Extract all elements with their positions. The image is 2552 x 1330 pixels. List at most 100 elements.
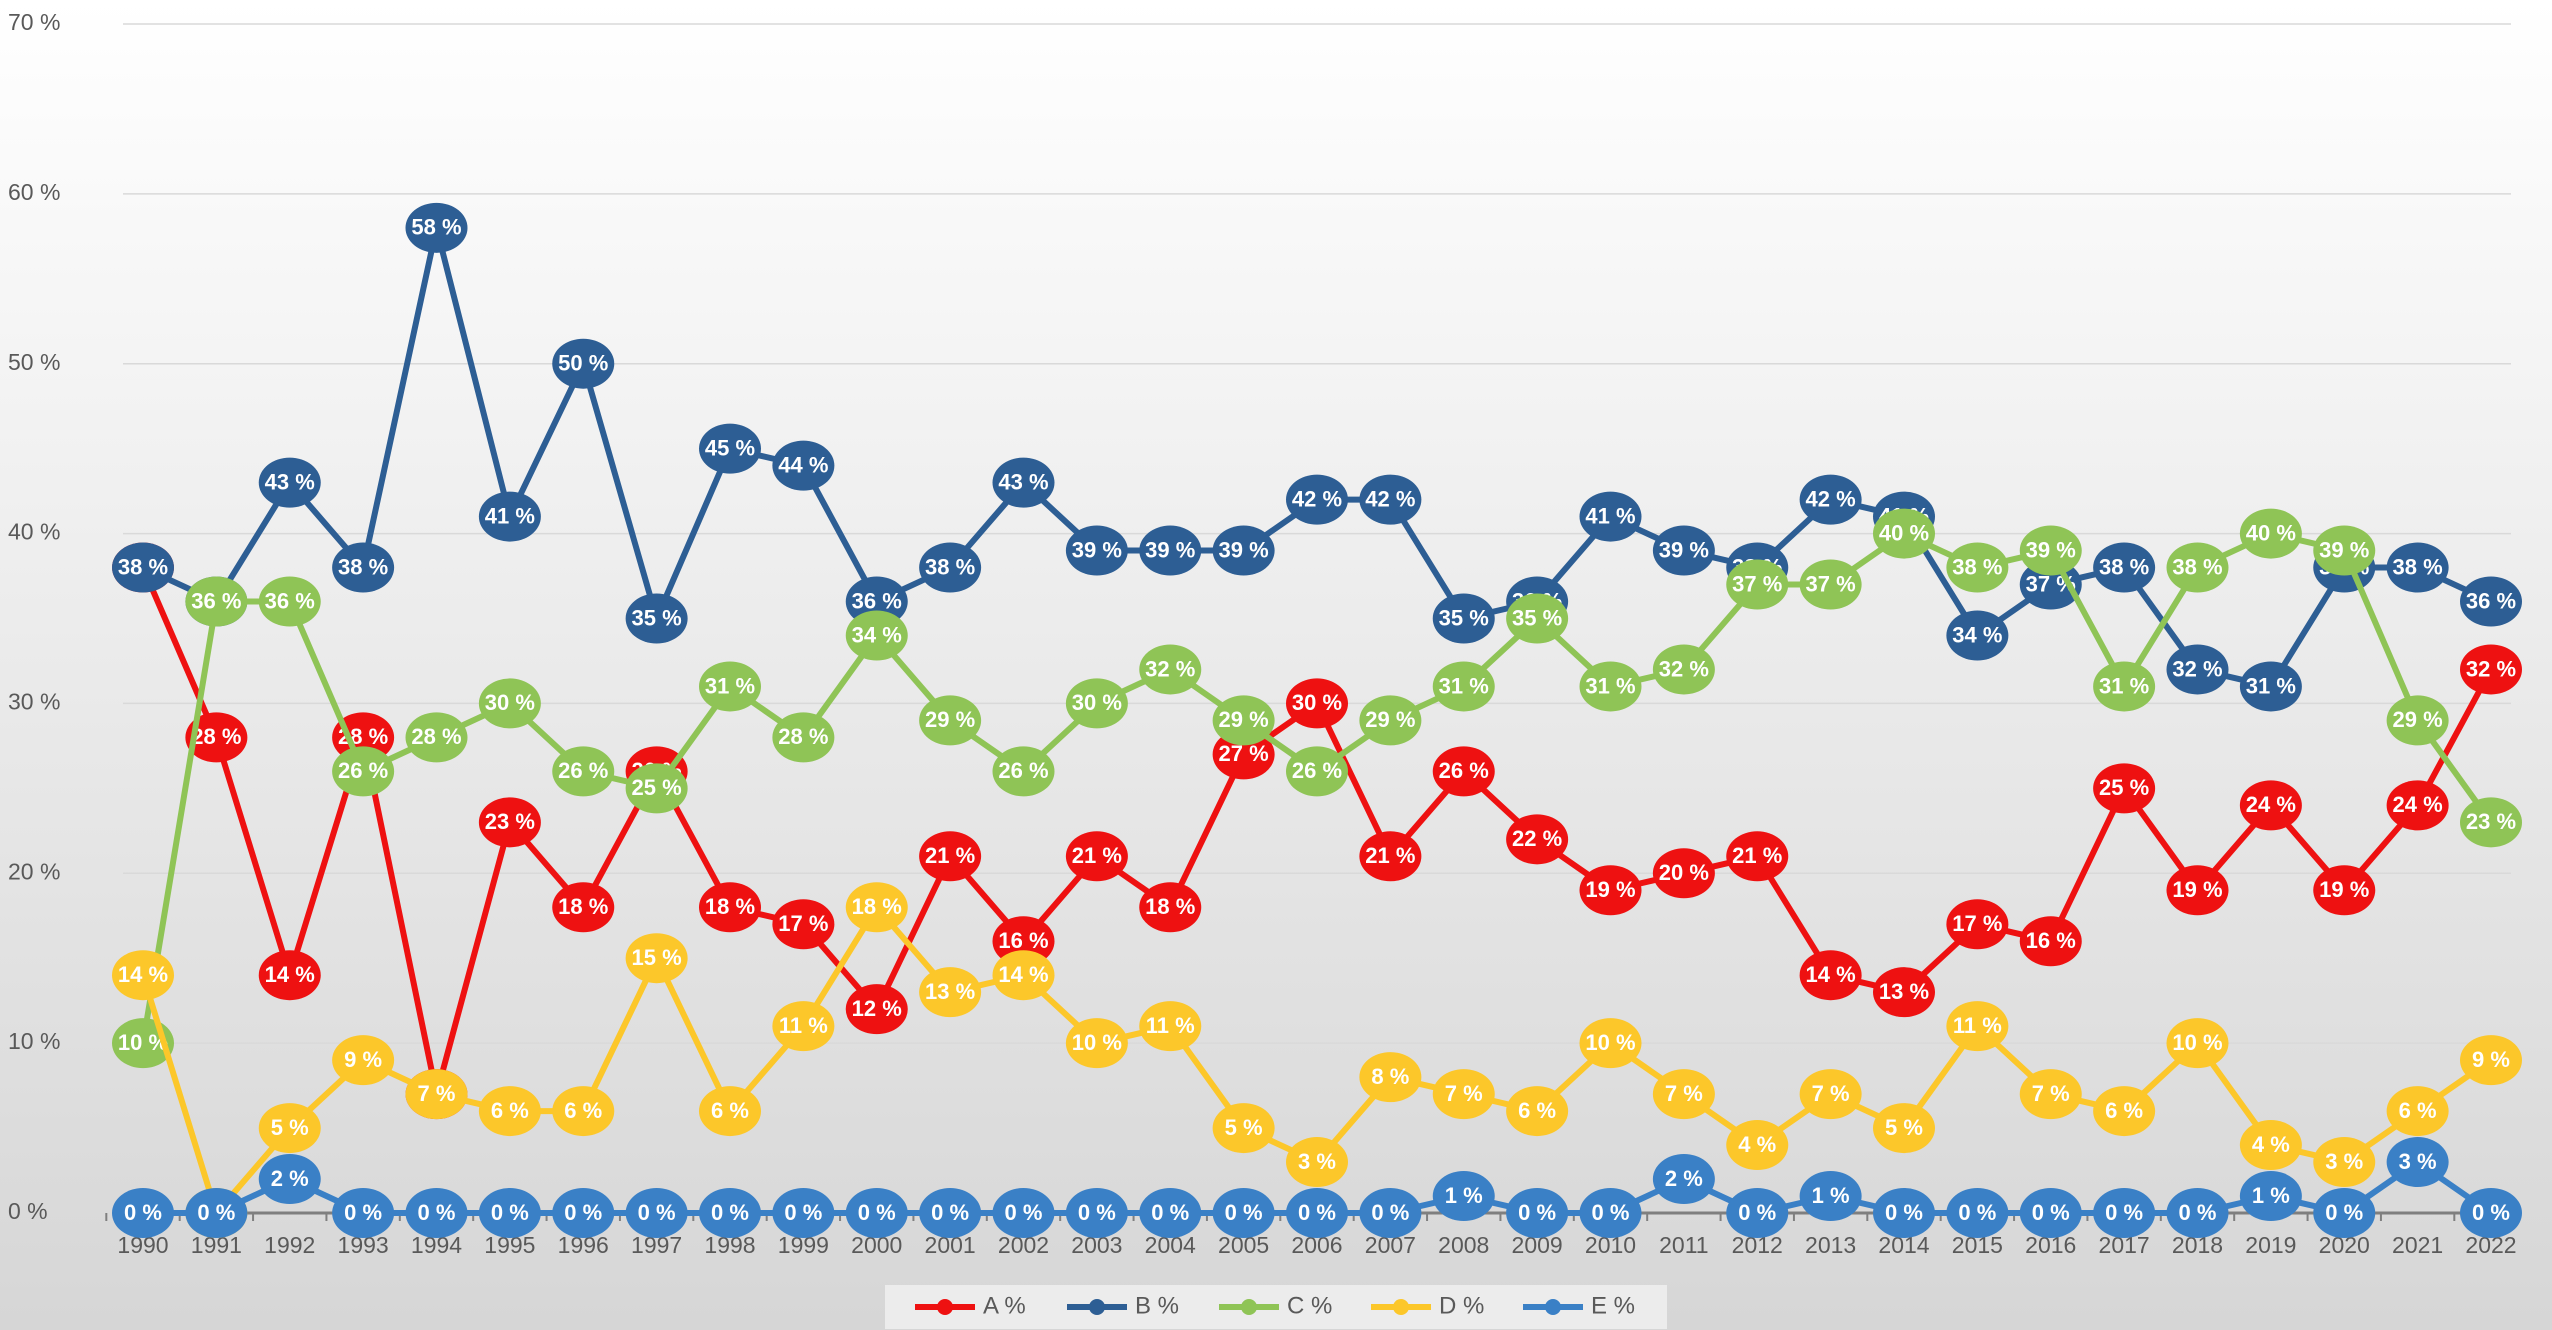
data-label: 38 % [2393, 554, 2443, 579]
marker [772, 899, 835, 950]
marker [1139, 644, 1202, 695]
data-label: 6 % [1518, 1098, 1556, 1123]
y-tick-label: 70 % [8, 9, 60, 35]
marker [2166, 542, 2229, 593]
marker [1432, 593, 1495, 644]
marker [699, 1086, 761, 1137]
marker [2166, 644, 2229, 695]
marker [478, 1086, 541, 1137]
data-label: 38 % [925, 554, 975, 579]
data-label: 23 % [2466, 809, 2516, 834]
marker [1139, 525, 1202, 576]
legend-marker [1393, 1299, 1409, 1315]
marker [2239, 661, 2302, 712]
marker [552, 1188, 615, 1238]
data-label: 35 % [1439, 605, 1489, 630]
marker [625, 933, 688, 984]
marker [1873, 508, 1935, 559]
data-label: 14 % [1806, 962, 1856, 987]
marker [1946, 1001, 2009, 1052]
marker [1359, 831, 1422, 882]
data-label: 0 % [1078, 1200, 1116, 1225]
data-label: 0 % [1298, 1200, 1336, 1225]
y-tick-label: 30 % [8, 689, 60, 715]
marker [699, 882, 761, 933]
data-label: 4 % [1738, 1132, 1776, 1157]
marker [919, 967, 982, 1018]
marker [2386, 542, 2449, 593]
data-label: 11 % [1146, 1013, 1195, 1038]
marker [699, 423, 761, 474]
data-label: 6 % [2399, 1098, 2437, 1123]
data-label: 26 % [998, 758, 1048, 783]
data-label: 9 % [344, 1047, 382, 1072]
data-label: 41 % [1585, 503, 1635, 528]
data-label: 41 % [485, 503, 535, 528]
data-label: 26 % [1439, 758, 1489, 783]
data-label: 0 % [1958, 1200, 1996, 1225]
data-label: 13 % [925, 979, 975, 1004]
marker [919, 831, 982, 882]
data-label: 39 % [1659, 537, 1709, 562]
marker [625, 593, 688, 644]
marker [1799, 950, 1862, 1001]
data-label: 10 % [1072, 1030, 1122, 1055]
data-label: 5 % [1885, 1115, 1923, 1140]
marker [405, 712, 468, 763]
marker [1065, 678, 1128, 729]
data-label: 35 % [632, 605, 682, 630]
data-label: 17 % [778, 911, 828, 936]
legend-label: D % [1439, 1292, 1484, 1319]
marker [919, 695, 982, 746]
data-label: 36 % [2466, 588, 2516, 613]
data-label: 25 % [2099, 775, 2149, 800]
x-tick-label: 2021 [2392, 1232, 2443, 1258]
data-label: 50 % [558, 351, 608, 376]
data-label: 38 % [2172, 554, 2222, 579]
marker [1506, 593, 1569, 644]
marker [1432, 746, 1495, 797]
data-label: 18 % [705, 894, 755, 919]
data-label: 19 % [1585, 877, 1635, 902]
marker [845, 882, 908, 933]
data-label: 32 % [1145, 656, 1195, 681]
data-label: 36 % [852, 588, 902, 613]
marker [1799, 1171, 1862, 1222]
marker [2093, 661, 2156, 712]
marker [1726, 559, 1789, 610]
data-label: 14 % [118, 962, 168, 987]
data-label: 37 % [1732, 571, 1782, 596]
marker [845, 610, 908, 661]
data-label: 0 % [491, 1200, 529, 1225]
marker [1065, 1018, 1128, 1069]
marker [2166, 1188, 2229, 1238]
marker [1506, 814, 1569, 865]
data-label: 30 % [1072, 690, 1122, 715]
marker [552, 882, 615, 933]
data-label: 3 % [1298, 1149, 1336, 1174]
data-label: 12 % [852, 996, 902, 1021]
marker [1432, 1171, 1495, 1222]
data-label: 16 % [2026, 928, 2076, 953]
data-label: 4 % [2252, 1132, 2290, 1157]
data-label: 2 % [1665, 1166, 1703, 1191]
x-tick-label: 1992 [264, 1232, 315, 1258]
marker [332, 1188, 395, 1238]
marker [2019, 1069, 2082, 1120]
marker [1873, 1103, 1935, 1154]
marker [185, 1188, 248, 1238]
data-label: 0 % [858, 1200, 896, 1225]
data-label: 24 % [2393, 792, 2443, 817]
data-label: 7 % [1445, 1081, 1483, 1106]
data-label: 34 % [852, 622, 902, 647]
data-label: 10 % [2172, 1030, 2222, 1055]
marker [405, 1069, 468, 1120]
marker [332, 542, 395, 593]
marker [772, 440, 835, 491]
data-label: 6 % [564, 1098, 602, 1123]
marker [625, 763, 688, 814]
legend-marker [1241, 1299, 1257, 1315]
data-label: 0 % [2325, 1200, 2363, 1225]
data-label: 29 % [1219, 707, 1269, 732]
